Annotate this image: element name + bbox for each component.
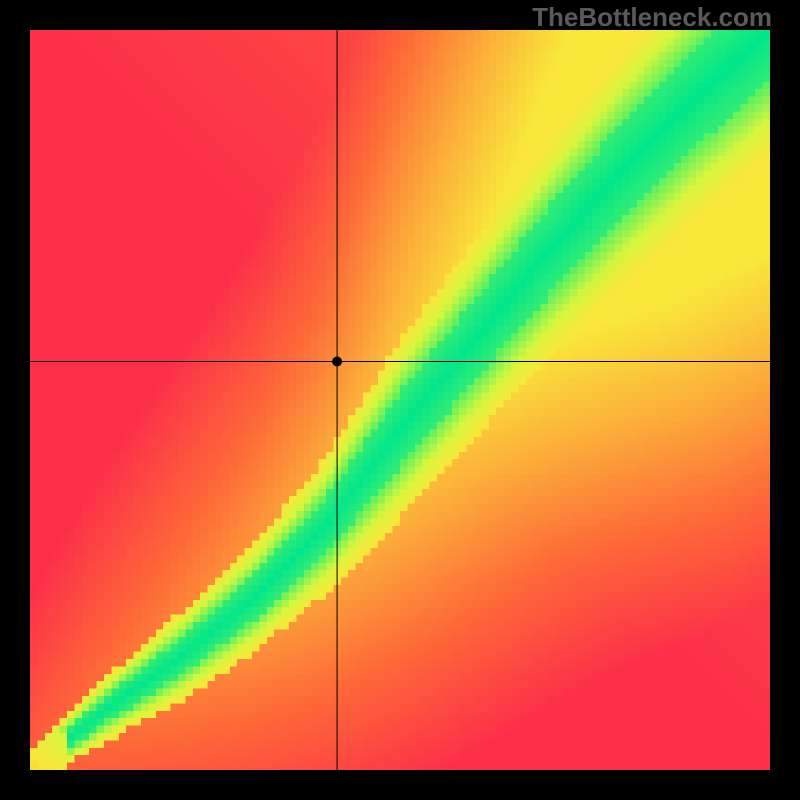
watermark-text: TheBottleneck.com [532,2,772,33]
chart-container: TheBottleneck.com [0,0,800,800]
bottleneck-heatmap [30,30,770,770]
